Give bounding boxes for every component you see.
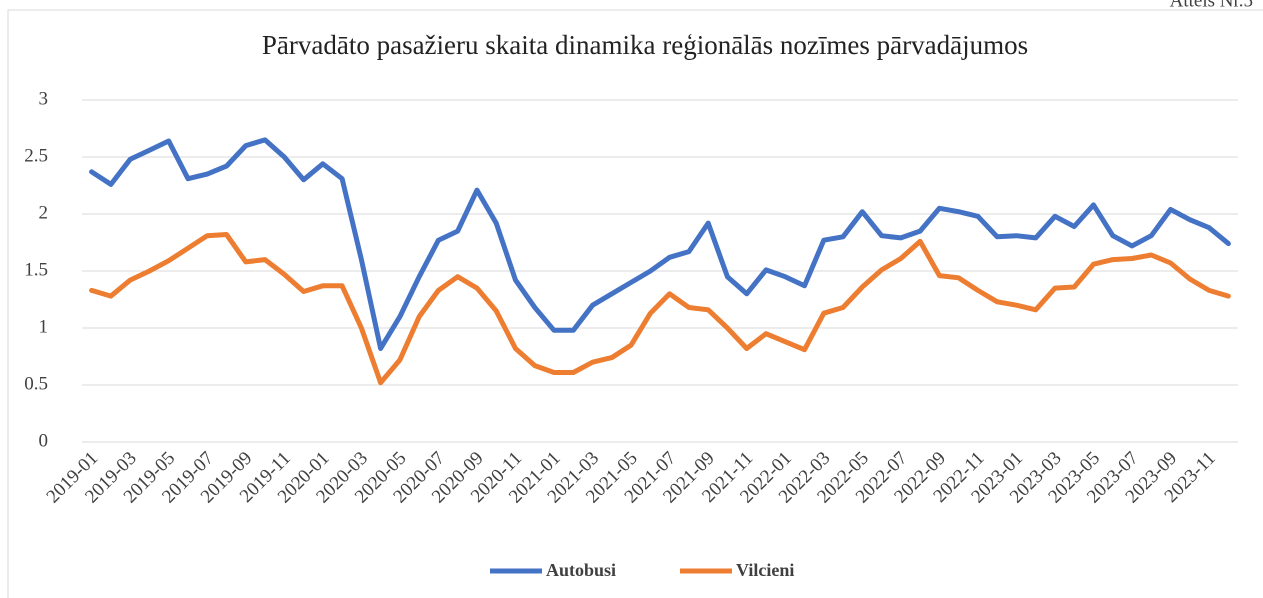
y-tick-label: 2.5 (24, 145, 48, 166)
line-series (89, 137, 1231, 351)
line-series (89, 232, 1231, 386)
y-tick-label: 3 (39, 88, 49, 109)
y-tick-label: 0.5 (24, 373, 48, 394)
figure-caption: Attēls Nr.5 (1170, 0, 1253, 11)
chart-title: Pārvadāto pasažieru skaita dinamika reģi… (262, 30, 1028, 60)
y-tick-label: 1.5 (24, 259, 48, 280)
legend-label: Vilcieni (736, 560, 794, 580)
y-tick-label: 1 (39, 316, 49, 337)
legend-label: Autobusi (546, 560, 616, 580)
chart-border (7, 9, 1263, 598)
y-tick-label: 0 (39, 430, 49, 451)
y-tick-label: 2 (39, 202, 49, 223)
